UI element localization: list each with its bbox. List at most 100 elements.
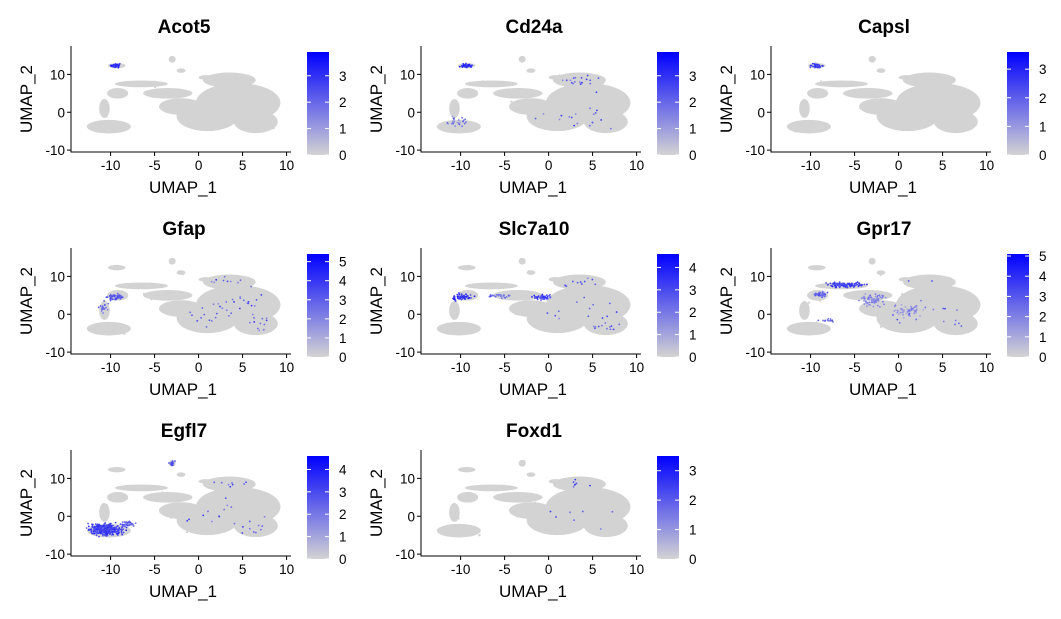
expressing-cell: [453, 119, 456, 121]
cell-point: [116, 264, 119, 268]
cell-point: [911, 116, 915, 120]
cell-point: [528, 103, 531, 106]
cell-point: [183, 323, 187, 327]
cell-point: [219, 496, 222, 499]
cell-point: [98, 121, 102, 124]
cell-point: [250, 91, 254, 94]
cell-point: [102, 105, 106, 108]
cell-point: [932, 306, 936, 309]
cell-point: [910, 324, 913, 328]
cell-point: [206, 519, 209, 522]
cell-point: [944, 304, 947, 308]
x-tick-label: 0: [195, 158, 203, 173]
cell-point: [610, 301, 614, 304]
cell-point: [807, 301, 811, 304]
cell-point: [216, 309, 219, 313]
cell-point: [876, 307, 879, 310]
cell-point: [447, 127, 450, 131]
cell-point: [229, 481, 232, 485]
cell-point: [575, 504, 578, 508]
embedding-cells: [86, 459, 281, 538]
expressing-cell: [904, 306, 907, 308]
cell-point: [921, 76, 924, 80]
cell-point: [462, 495, 465, 499]
cell-point: [238, 97, 242, 100]
cell-point: [230, 476, 233, 480]
cell-point: [937, 296, 941, 300]
cell-point: [99, 323, 103, 326]
cell-point: [533, 106, 537, 110]
cell-point: [570, 92, 573, 96]
expressing-cell: [91, 523, 94, 526]
cell-point: [525, 94, 529, 97]
expressing-cell: [225, 301, 228, 303]
cell-point: [616, 512, 619, 515]
cell-point: [890, 324, 893, 327]
cell-point: [554, 520, 557, 523]
cell-point: [903, 117, 906, 120]
cell-point: [552, 521, 555, 524]
cell-point: [559, 512, 562, 516]
cell-point: [238, 516, 241, 519]
cell-point: [244, 309, 247, 313]
expressing-cell: [113, 294, 116, 297]
cell-point: [240, 74, 244, 78]
cell-point: [571, 311, 575, 315]
expressing-cell: [93, 525, 96, 528]
expressing-cell: [868, 301, 871, 304]
cell-point: [112, 495, 116, 499]
cell-point: [854, 290, 858, 294]
cell-point: [926, 279, 930, 282]
cell-point: [512, 505, 516, 508]
cell-point: [840, 82, 843, 85]
cell-point: [463, 524, 466, 528]
cell-point: [453, 108, 456, 111]
y-axis-label: UMAP_2: [367, 469, 386, 537]
x-axis-label: UMAP_1: [849, 380, 917, 399]
cell-density-region: [933, 110, 978, 134]
expressing-cell: [167, 462, 170, 464]
expressing-cell: [915, 312, 917, 314]
expressing-cell: [465, 62, 467, 65]
expressing-cell: [848, 282, 851, 285]
color-bar-label: 2: [1039, 310, 1047, 325]
y-tick-label: 0: [407, 105, 415, 120]
expressing-cell: [586, 277, 589, 280]
cell-point: [902, 320, 905, 323]
cell-point: [226, 80, 229, 84]
x-axis-label: UMAP_1: [499, 582, 567, 601]
cell-point: [177, 310, 180, 313]
cell-point: [485, 485, 488, 488]
cell-point: [242, 501, 246, 504]
cell-point: [448, 324, 452, 327]
cell-point: [590, 505, 593, 509]
cell-point: [587, 301, 591, 304]
cell-point: [842, 83, 846, 86]
cell-point: [902, 123, 905, 127]
cell-point: [178, 292, 181, 295]
cell-point: [812, 328, 815, 331]
x-axis-label: UMAP_1: [149, 582, 217, 601]
cell-point: [258, 302, 261, 306]
expressing-cell: [831, 319, 834, 322]
cell-point: [204, 76, 208, 79]
cell-point: [536, 511, 539, 514]
cell-point: [534, 501, 537, 504]
cell-point: [240, 500, 243, 503]
cell-point: [939, 101, 942, 104]
expressing-cell: [115, 298, 118, 301]
cell-point: [217, 119, 220, 122]
cell-point: [197, 121, 201, 124]
cell-point: [176, 303, 180, 306]
cell-point: [600, 281, 604, 284]
expressing-cell: [99, 532, 102, 535]
expressing-cell: [568, 116, 571, 118]
cell-point: [907, 90, 910, 93]
expressing-cell: [459, 296, 462, 299]
expressing-cell: [897, 313, 900, 316]
expressing-cell: [223, 275, 226, 278]
cell-point: [202, 319, 205, 323]
